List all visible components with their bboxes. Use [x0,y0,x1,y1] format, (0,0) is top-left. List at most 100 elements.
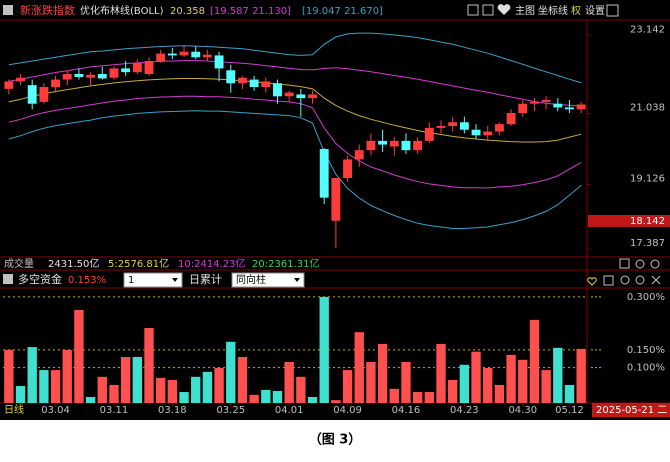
candle-body [553,103,563,108]
y-tick-label: 23.142 [630,24,665,35]
x-tick-label: 05.12 [555,405,584,416]
candle-body [378,140,388,145]
bar [541,370,551,403]
heart-icon[interactable] [587,277,597,286]
bar [120,357,131,403]
candle-body [97,74,107,79]
candle-body [459,122,469,130]
x-tick-label: 04.30 [508,405,537,416]
candle-body [296,94,306,99]
candle-body [541,100,551,102]
boll-band2: [19.047 21.670] [302,6,383,17]
candle-body [273,83,282,97]
bar [459,364,470,403]
candle-body [576,104,586,110]
x-tick-label: 04.16 [392,405,421,416]
bar [15,386,26,403]
date-box [592,403,670,417]
candle-body [167,53,177,56]
candle-body [424,127,434,141]
band-line [8,110,582,229]
indicator-bar-value: 0.153% [68,275,106,286]
right-button[interactable]: 权 [571,4,581,17]
candle-body [530,101,539,104]
candle-body [27,85,37,104]
bar [109,384,119,403]
dropdown-arrow [294,278,300,282]
band-line [8,60,582,107]
zoom-icon[interactable] [650,259,660,269]
bar [471,351,481,403]
candle-body [39,87,49,102]
zoom-icon[interactable] [635,259,645,269]
volume-ma5: 5:2576.81亿 [108,257,169,270]
volume-ma20: 20:2361.31亿 [252,257,319,270]
candle-body [331,178,341,221]
dropdown-arrow [172,278,178,282]
candle-body [226,70,236,84]
bar [191,376,201,403]
mode-label: 日累计 [189,273,222,286]
volume-total: 2431.50亿 [48,257,99,270]
zoom-icon[interactable] [635,275,645,285]
candle-body [389,140,399,147]
candle-body [483,131,493,136]
y-tick-label: 19.126 [630,173,665,184]
bar [377,343,388,403]
bar [156,377,166,403]
heart-icon[interactable] [497,4,511,16]
candle-body [121,68,131,73]
bar [132,357,142,403]
close-icon[interactable] [651,275,661,285]
bar [564,384,575,403]
candle-body [284,92,294,97]
up-button[interactable] [606,4,619,17]
bar [553,347,563,403]
plus-button[interactable] [467,4,479,16]
style-value: 同向柱 [236,273,266,286]
candle-body [74,74,84,77]
candle-body [565,107,574,110]
bar [342,370,353,403]
bar [529,319,540,403]
candle-body [202,54,212,58]
bar [202,371,213,403]
candle-body [109,68,119,78]
candle-body [448,122,458,126]
window-icon[interactable] [619,258,630,269]
x-tick-label: 03.04 [41,405,70,416]
help-icon[interactable] [3,5,13,15]
bar [237,357,248,403]
bar [576,348,586,403]
candle-body [238,77,247,84]
candle-body [144,61,154,74]
main-button[interactable]: 主图 [515,5,535,17]
current-date: 2025-05-21 二 [596,405,667,416]
candle-body [191,51,201,58]
zoom-icon[interactable] [620,275,630,285]
bar [97,376,107,403]
volume-label: 成交量 [4,257,34,270]
period-value: 1 [128,275,134,286]
candle-body [261,81,271,87]
bar [27,347,37,403]
period-select[interactable] [123,272,183,288]
y-tick-label: 17.387 [630,238,665,249]
style-select[interactable] [231,272,305,288]
candle-body [16,77,25,82]
candle-body [436,126,446,128]
bar [483,367,493,403]
window-icon[interactable] [603,275,614,286]
candle-body [343,159,352,178]
help-icon[interactable] [3,274,13,284]
bar [366,361,376,403]
candle-body [494,124,504,132]
settings-button[interactable]: 设置 [585,5,605,17]
indicator-bar-name: 多空资金 [18,272,62,286]
band-line [8,32,582,84]
bar [448,380,458,403]
bar [214,367,224,403]
coord-button[interactable]: 坐标线 [538,4,568,17]
bar [436,343,446,403]
minus-button[interactable] [482,4,494,16]
